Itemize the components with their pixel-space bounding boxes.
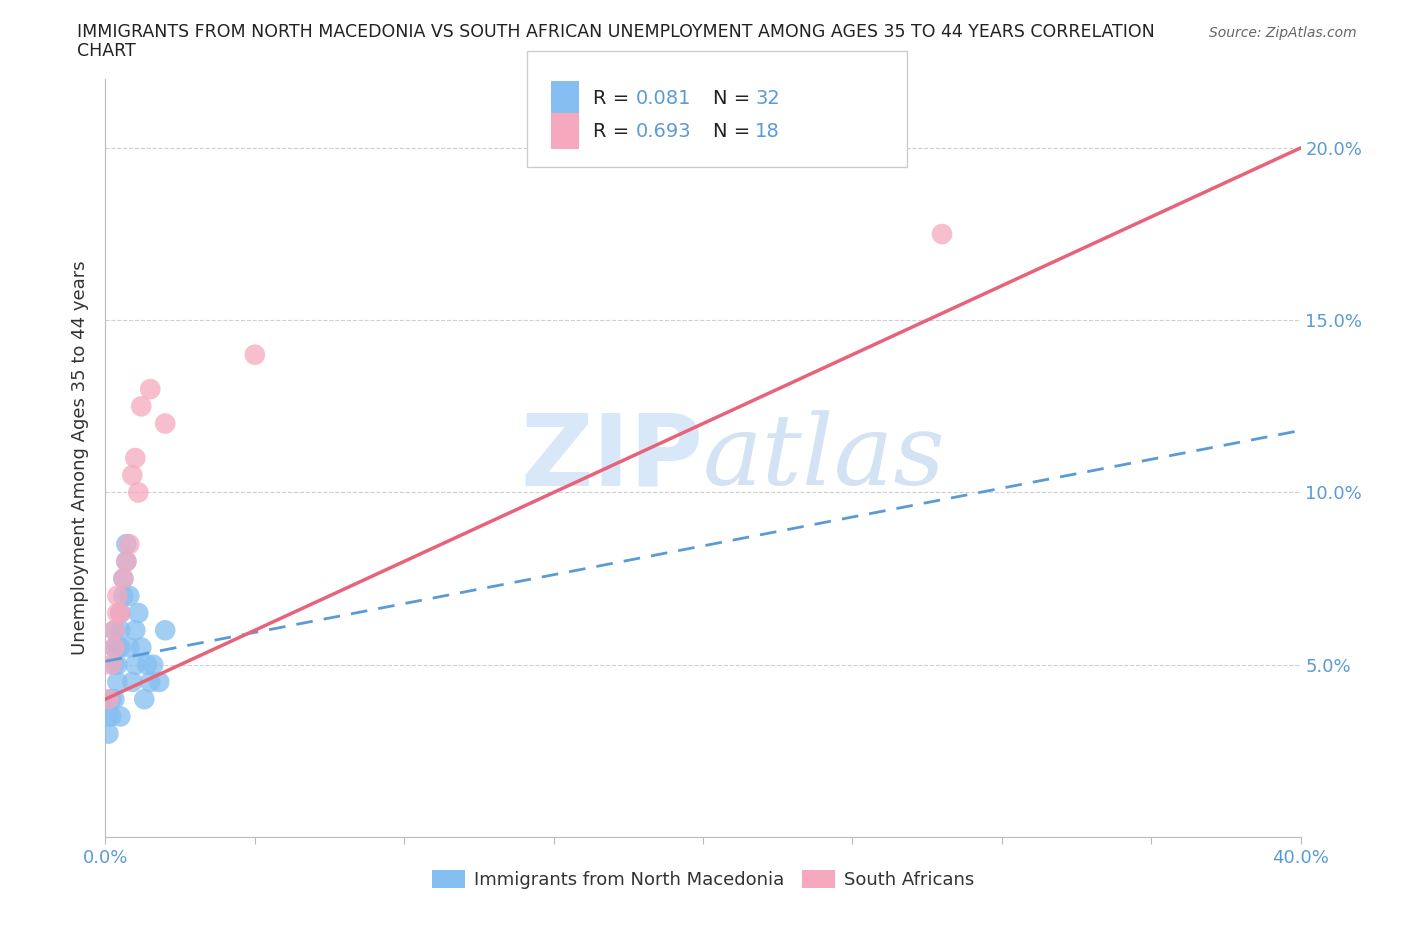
Point — [103, 640, 125, 655]
Text: 32: 32 — [755, 89, 780, 108]
Point — [97, 726, 120, 741]
Point — [103, 623, 125, 638]
Point — [107, 605, 129, 620]
Point — [118, 589, 141, 604]
Point — [110, 605, 132, 620]
Text: IMMIGRANTS FROM NORTH MACEDONIA VS SOUTH AFRICAN UNEMPLOYMENT AMONG AGES 35 TO 4: IMMIGRANTS FROM NORTH MACEDONIA VS SOUTH… — [77, 23, 1156, 41]
Point — [97, 709, 120, 724]
Point — [136, 658, 159, 672]
Point — [931, 227, 953, 242]
Point — [110, 605, 132, 620]
Point — [121, 468, 143, 483]
Point — [100, 692, 122, 707]
Text: CHART: CHART — [77, 42, 136, 60]
Point — [100, 709, 122, 724]
Point — [148, 674, 170, 689]
Text: 18: 18 — [755, 122, 780, 140]
Point — [110, 640, 132, 655]
Text: N =: N = — [713, 89, 756, 108]
Point — [155, 416, 177, 431]
Point — [112, 589, 135, 604]
Point — [103, 692, 125, 707]
Text: ZIP: ZIP — [520, 409, 703, 507]
Text: 0.081: 0.081 — [636, 89, 690, 108]
Point — [121, 674, 143, 689]
Point — [103, 640, 125, 655]
Text: N =: N = — [713, 122, 756, 140]
Y-axis label: Unemployment Among Ages 35 to 44 years: Unemployment Among Ages 35 to 44 years — [70, 260, 89, 656]
Point — [107, 658, 129, 672]
Point — [107, 640, 129, 655]
Point — [134, 692, 156, 707]
Point — [118, 537, 141, 551]
Point — [155, 623, 177, 638]
Point — [124, 658, 146, 672]
Point — [118, 640, 141, 655]
Text: atlas: atlas — [703, 410, 946, 506]
Point — [127, 485, 149, 500]
Text: R =: R = — [593, 89, 636, 108]
Point — [115, 554, 138, 569]
Text: R =: R = — [593, 122, 636, 140]
Point — [243, 347, 266, 362]
Point — [139, 674, 162, 689]
Point — [107, 674, 129, 689]
Point — [139, 381, 162, 396]
Point — [129, 399, 153, 414]
Point — [124, 623, 146, 638]
Point — [115, 537, 138, 551]
Point — [115, 554, 138, 569]
Point — [142, 658, 165, 672]
Point — [103, 623, 125, 638]
Legend: Immigrants from North Macedonia, South Africans: Immigrants from North Macedonia, South A… — [425, 862, 981, 897]
Text: Source: ZipAtlas.com: Source: ZipAtlas.com — [1209, 26, 1357, 40]
Point — [100, 658, 122, 672]
Point — [110, 623, 132, 638]
Point — [107, 589, 129, 604]
Point — [124, 450, 146, 465]
Point — [97, 692, 120, 707]
Point — [129, 640, 153, 655]
Point — [127, 605, 149, 620]
Point — [112, 571, 135, 586]
Point — [112, 571, 135, 586]
Point — [110, 709, 132, 724]
Point — [103, 658, 125, 672]
Text: 0.693: 0.693 — [636, 122, 692, 140]
